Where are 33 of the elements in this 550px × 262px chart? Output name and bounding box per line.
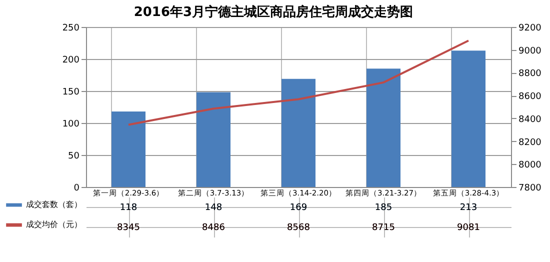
y-tick-label: 100: [62, 120, 80, 130]
y-tick-label: 0: [74, 184, 80, 194]
y2-tick-label: 8800: [518, 69, 542, 80]
y-tick-label: 250: [62, 24, 80, 34]
bar: [196, 92, 230, 187]
bar: [282, 78, 316, 187]
legend-label: 成交套数（套）: [26, 200, 82, 209]
data-label: 9081: [457, 223, 480, 233]
legend-label: 成交均价（元）: [26, 220, 82, 229]
line-series: [128, 40, 470, 126]
y2-tick-label: 8000: [518, 160, 542, 171]
y-tick-label: 150: [62, 88, 80, 98]
data-label: 148: [204, 203, 222, 213]
data-label: 185: [374, 203, 392, 213]
y2-tick-label: 8200: [518, 138, 542, 148]
y2-tick-label: 7800: [518, 184, 542, 194]
y2-tick-label: 8600: [518, 92, 542, 102]
data-label: 169: [290, 203, 308, 213]
data-label: 8345: [117, 223, 140, 233]
data-label: 8715: [372, 223, 395, 233]
bar: [112, 111, 146, 187]
y2-tick-label: 9200: [518, 24, 542, 34]
data-label: 213: [460, 203, 478, 213]
y-tick-label: 50: [68, 152, 80, 162]
y-tick-label: 200: [62, 56, 80, 66]
y2-tick-label: 8400: [518, 114, 542, 125]
data-label: 118: [120, 203, 138, 213]
chart-title: 2016年3月宁德主城区商品房住宅周成交走势图: [134, 4, 414, 20]
data-label: 8568: [287, 223, 310, 233]
bar: [366, 68, 400, 187]
bar: [452, 50, 486, 187]
y2-tick-label: 9000: [518, 46, 542, 56]
data-label: 8486: [202, 223, 226, 233]
